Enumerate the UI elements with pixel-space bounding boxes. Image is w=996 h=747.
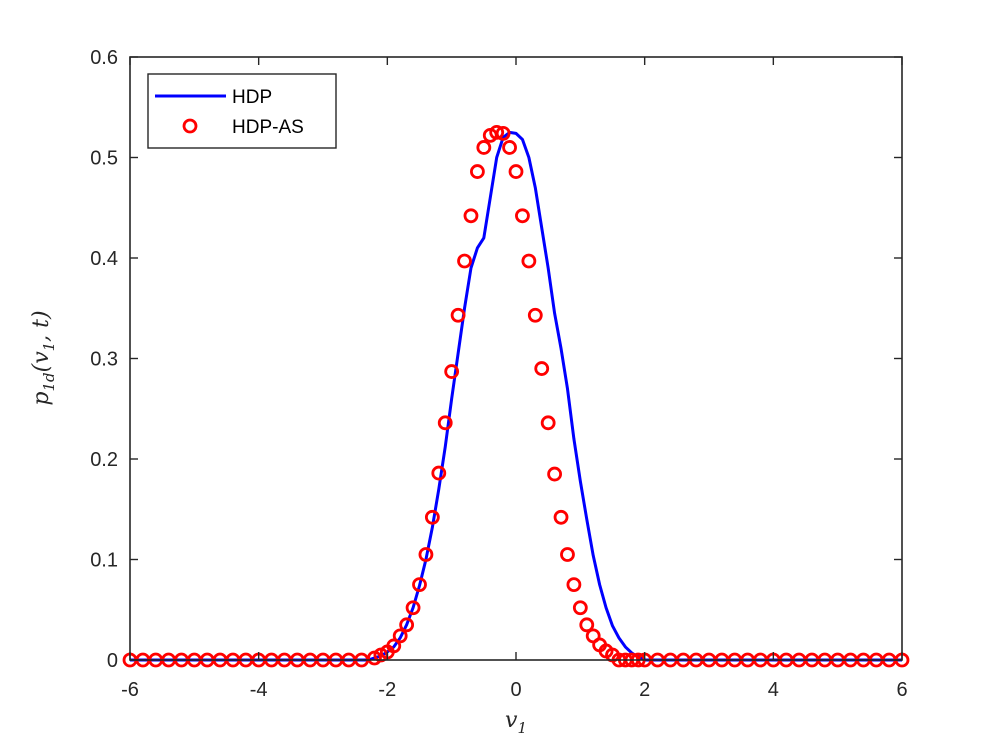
legend-label-hdp: HDP [232,87,272,108]
y-tick-label: 0 [107,650,118,672]
data-point-hdp-as [515,208,530,224]
legend-box [147,73,337,149]
data-point-hdp-as [444,364,460,379]
data-point-hdp-as [399,617,415,633]
data-point-hdp-as [392,628,408,644]
data-point-hdp-as [418,547,434,562]
data-point-hdp-as [463,208,479,224]
data-point-hdp-as [560,547,575,562]
x-tick-label: -6 [121,679,139,701]
data-point-hdp-as [540,415,556,431]
series-line-hdp [130,130,902,662]
data-point-hdp-as [572,600,588,616]
data-point-hdp-as [424,509,440,525]
y-tick-label: 0.3 [90,349,118,371]
legend: HDP HDP-AS [147,73,337,149]
data-point-hdp-as [495,125,511,141]
data-point-hdp-as [437,415,453,431]
x-tick-label: -4 [250,679,268,701]
y-tick-label: 0.5 [90,148,118,170]
data-point-hdp-as [521,253,537,269]
data-point-hdp-as [412,577,427,593]
x-tick-label: 0 [510,679,521,701]
ticks-layer: -6 -4 -2 0 2 4 6 0 0.1 0.2 0.3 0.4 0.5 0.6 [90,47,907,701]
y-tick-label: 0.2 [90,449,118,471]
data-point-hdp-as [476,140,492,155]
x-tick-label: -2 [378,679,396,701]
data-point-hdp-as [431,465,447,481]
data-point-hdp-as [450,307,466,323]
plot-area [130,57,902,660]
y-tick-label: 0.1 [90,550,118,572]
data-point-hdp-as [553,509,569,525]
data-point-hdp-as [579,617,595,633]
legend-label-hdp-as: HDP-AS [232,117,304,138]
data-point-hdp-as [508,164,524,179]
data-point-hdp-as [527,307,543,323]
data-point-hdp-as [502,140,517,155]
data-point-hdp-as [457,253,472,269]
data-point-hdp-as [489,124,505,140]
data-point-hdp-as [566,577,582,593]
data-point-hdp-as [534,361,550,376]
data-point-hdp-as [386,638,402,654]
x-tick-label: 6 [896,679,907,701]
data-point-hdp-as [469,164,485,179]
legend-marker-hdp-as [182,118,198,134]
data-point-hdp-as [547,466,562,482]
data-point-hdp-as [405,600,421,616]
x-tick-label: 4 [768,679,779,701]
y-tick-label: 0.6 [90,47,118,69]
x-tick-label: 2 [639,679,650,701]
y-tick-label: 0.4 [90,248,118,270]
